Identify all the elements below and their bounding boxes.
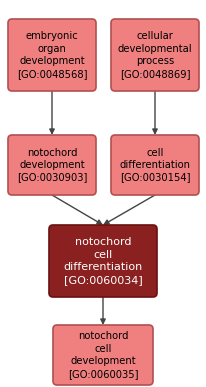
Text: embryonic
organ
development
[GO:0048568]: embryonic organ development [GO:0048568] — [17, 31, 87, 79]
Text: cellular
developmental
process
[GO:0048869]: cellular developmental process [GO:00488… — [118, 31, 192, 79]
FancyBboxPatch shape — [53, 325, 153, 385]
FancyBboxPatch shape — [111, 19, 199, 91]
FancyBboxPatch shape — [49, 225, 157, 297]
Text: notochord
development
[GO:0030903]: notochord development [GO:0030903] — [17, 147, 87, 182]
FancyBboxPatch shape — [8, 135, 96, 195]
FancyBboxPatch shape — [111, 135, 199, 195]
Text: cell
differentiation
[GO:0030154]: cell differentiation [GO:0030154] — [119, 147, 191, 182]
Text: notochord
cell
development
[GO:0060035]: notochord cell development [GO:0060035] — [68, 331, 138, 378]
FancyBboxPatch shape — [8, 19, 96, 91]
Text: notochord
cell
differentiation
[GO:0060034]: notochord cell differentiation [GO:00600… — [63, 237, 143, 284]
